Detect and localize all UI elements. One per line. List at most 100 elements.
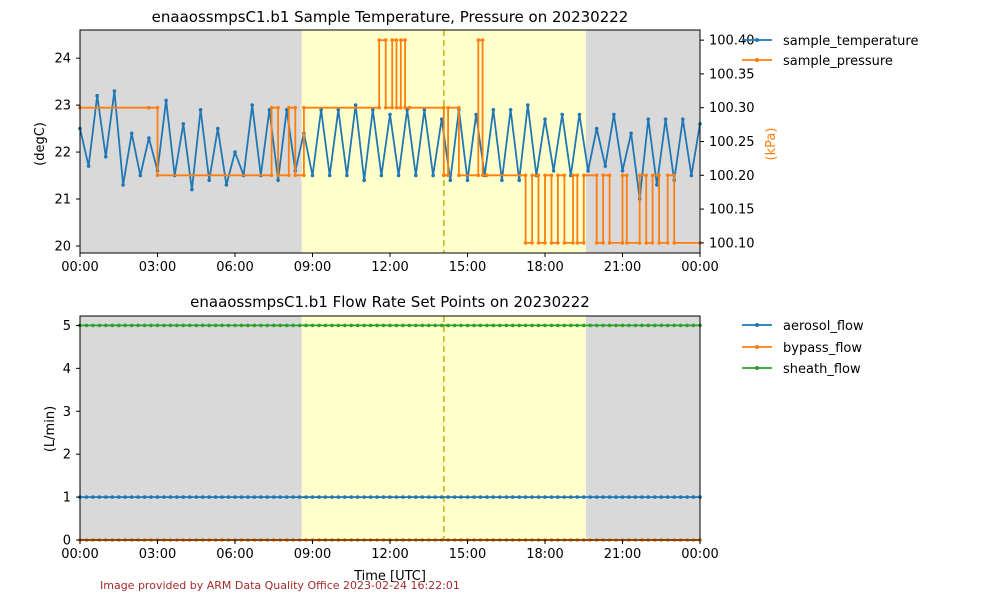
data-point-sheath_flow xyxy=(162,323,166,328)
x-tick-label: 12:00 xyxy=(371,260,408,275)
data-point-sample_pressure xyxy=(302,173,306,178)
data-point-aerosol_flow xyxy=(517,495,521,499)
plot-background xyxy=(80,30,700,253)
legend-item-sample-pressure: sample_pressure xyxy=(742,54,893,69)
data-point-sample_pressure xyxy=(446,173,450,178)
y-tick-label: 24 xyxy=(54,52,71,67)
data-point-aerosol_flow xyxy=(672,495,676,499)
data-point-sheath_flow xyxy=(562,323,567,328)
data-point-sample_pressure xyxy=(276,105,280,110)
data-point-sample_pressure xyxy=(571,241,575,245)
data-point-sample_pressure xyxy=(480,38,485,42)
data-point-sheath_flow xyxy=(259,323,263,328)
data-point-sheath_flow xyxy=(517,323,521,328)
data-point-aerosol_flow xyxy=(375,495,379,499)
data-point-sample_pressure xyxy=(594,241,599,245)
data-point-sheath_flow xyxy=(123,323,127,328)
data-point-sample_temperature xyxy=(560,112,564,117)
x-tick-label: 06:00 xyxy=(216,547,253,562)
data-point-aerosol_flow xyxy=(556,495,560,499)
data-point-sheath_flow xyxy=(104,323,108,328)
data-point-aerosol_flow xyxy=(162,495,166,499)
data-point-sheath_flow xyxy=(627,323,631,328)
data-point-sheath_flow xyxy=(349,323,354,328)
data-point-aerosol_flow xyxy=(659,495,664,499)
data-point-aerosol_flow xyxy=(304,495,308,499)
x-tick-label: 03:00 xyxy=(139,547,176,562)
data-point-sheath_flow xyxy=(569,323,573,328)
y-tick-label: 0 xyxy=(63,534,71,549)
data-point-aerosol_flow xyxy=(136,495,140,499)
data-point-sample_pressure xyxy=(601,173,605,178)
data-point-sample_pressure xyxy=(390,105,395,110)
data-point-sheath_flow xyxy=(478,323,483,328)
data-point-sample_pressure xyxy=(562,241,567,245)
data-point-sample_pressure xyxy=(620,173,625,178)
data-point-aerosol_flow xyxy=(388,495,392,499)
data-point-sheath_flow xyxy=(459,323,463,328)
data-point-sample_pressure xyxy=(399,38,403,42)
data-point-aerosol_flow xyxy=(259,495,263,499)
data-point-sample_temperature xyxy=(224,183,229,187)
x-tick-label: 12:00 xyxy=(371,547,408,562)
data-point-sample_temperature xyxy=(689,173,694,178)
data-point-sample_pressure xyxy=(607,173,612,178)
data-point-aerosol_flow xyxy=(478,495,483,499)
data-point-aerosol_flow xyxy=(420,495,425,499)
legend: aerosol_flow bypass_flow sheath_flow xyxy=(742,319,864,377)
y-tick-label: 21 xyxy=(54,193,71,208)
data-point-sheath_flow xyxy=(575,323,580,328)
data-point-sample_temperature xyxy=(543,117,547,121)
data-point-sample_pressure xyxy=(637,241,642,245)
data-point-sheath_flow xyxy=(646,323,651,328)
data-point-sheath_flow xyxy=(323,323,328,328)
night-shading xyxy=(585,316,700,540)
data-point-aerosol_flow xyxy=(362,495,367,499)
data-point-sample_pressure xyxy=(442,105,446,110)
data-point-aerosol_flow xyxy=(142,495,147,499)
data-point-sheath_flow xyxy=(149,323,153,328)
data-point-sample_pressure xyxy=(399,105,403,110)
data-point-aerosol_flow xyxy=(349,495,354,499)
data-point-sample_temperature xyxy=(104,155,108,159)
data-point-sample_temperature xyxy=(250,103,254,107)
data-point-aerosol_flow xyxy=(323,495,328,499)
data-point-aerosol_flow xyxy=(252,495,257,499)
data-point-aerosol_flow xyxy=(633,495,638,499)
data-point-sheath_flow xyxy=(188,323,192,328)
x-tick-label: 09:00 xyxy=(294,260,331,275)
data-point-sample_pressure xyxy=(293,105,298,110)
data-point-aerosol_flow xyxy=(523,495,528,499)
data-point-aerosol_flow xyxy=(627,495,631,499)
data-point-aerosol_flow xyxy=(465,495,470,499)
data-point-aerosol_flow xyxy=(330,495,334,499)
data-point-sample_temperature xyxy=(431,173,435,178)
x-tick-label: 15:00 xyxy=(449,547,486,562)
data-point-sample_temperature xyxy=(577,112,582,117)
data-point-sheath_flow xyxy=(439,323,444,328)
data-point-sample_pressure xyxy=(672,173,676,178)
y2-axis-label: (kPa) xyxy=(764,128,779,161)
x-tick-label: 18:00 xyxy=(526,547,563,562)
data-point-sample_pressure xyxy=(594,173,599,178)
data-point-sample_temperature xyxy=(551,169,556,173)
data-point-aerosol_flow xyxy=(336,495,341,499)
data-point-sample_pressure xyxy=(269,173,274,178)
data-point-sample_temperature xyxy=(612,112,616,117)
data-point-sample_pressure xyxy=(556,241,560,245)
night-shading xyxy=(585,30,700,253)
data-point-sample_temperature xyxy=(207,178,211,182)
data-point-sheath_flow xyxy=(407,323,412,328)
data-point-sheath_flow xyxy=(355,323,360,328)
data-point-aerosol_flow xyxy=(588,495,592,499)
data-point-sheath_flow xyxy=(175,323,179,328)
data-point-sheath_flow xyxy=(640,323,644,328)
data-point-aerosol_flow xyxy=(485,495,489,499)
data-point-sample_temperature xyxy=(336,108,341,112)
data-point-sheath_flow xyxy=(465,323,470,328)
x-axis-label: Time [UTC] xyxy=(353,569,426,584)
data-point-aerosol_flow xyxy=(246,495,250,499)
data-point-sample_pressure xyxy=(155,173,160,178)
data-point-sample_pressure xyxy=(562,173,567,178)
